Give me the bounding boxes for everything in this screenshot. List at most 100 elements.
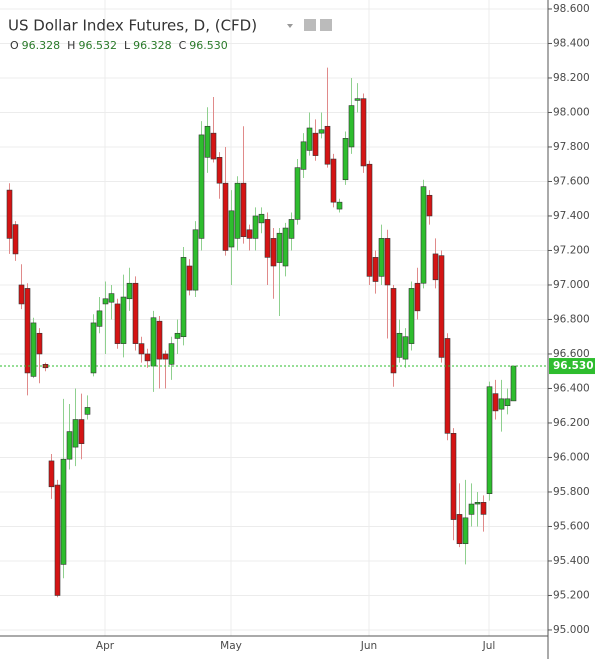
candle-body <box>342 138 349 181</box>
candle-body <box>324 125 331 165</box>
last-price-tag <box>549 358 595 375</box>
candle-body <box>510 365 517 402</box>
y-tick-label: 95.000 <box>553 624 590 636</box>
y-tick-label: 98.000 <box>553 106 590 118</box>
candle-body <box>54 484 61 596</box>
candle-body <box>240 182 247 237</box>
candle-body <box>90 322 97 374</box>
candle-body <box>120 296 127 344</box>
candle-body <box>234 182 241 239</box>
candle-body <box>420 186 427 284</box>
ohlc-letter: C <box>179 39 187 52</box>
candle-body <box>282 227 289 267</box>
candle-body <box>258 213 265 224</box>
candle-body <box>462 517 469 545</box>
candle-body <box>330 158 337 203</box>
y-tick-label: 97.400 <box>553 210 590 222</box>
candle-body <box>276 232 283 263</box>
x-tick-label: May <box>220 640 242 652</box>
y-tick-label: 95.400 <box>553 555 590 567</box>
candle-body <box>162 353 169 360</box>
x-tick-label: Jul <box>482 640 496 652</box>
candle-body <box>426 194 433 217</box>
candle-body <box>318 129 325 134</box>
candle-body <box>6 189 13 239</box>
x-tick-label: Apr <box>96 640 115 652</box>
candle-body <box>312 132 319 156</box>
candle-body <box>360 98 367 167</box>
candle-body <box>294 167 301 220</box>
candle-body <box>402 336 409 360</box>
candle-body <box>78 419 85 444</box>
candle-body <box>270 238 277 267</box>
candle-body <box>456 514 463 545</box>
candle-body <box>96 310 103 327</box>
candle-body <box>492 393 499 412</box>
candle-body <box>438 255 445 358</box>
candle-body <box>186 265 193 291</box>
y-tick-label: 95.200 <box>553 589 590 601</box>
ohlc-value: 96.532 <box>78 39 117 52</box>
settings-icon[interactable] <box>304 19 316 31</box>
candle-body <box>222 182 229 251</box>
y-tick-label: 95.600 <box>553 520 590 532</box>
y-tick-label: 96.200 <box>553 417 590 429</box>
candle-body <box>432 253 439 281</box>
candle-body <box>444 338 451 434</box>
ohlc-letter: H <box>67 39 75 52</box>
candle-body <box>354 98 361 101</box>
y-tick-label: 95.800 <box>553 486 590 498</box>
candle-body <box>180 257 187 338</box>
candle-body <box>252 215 259 239</box>
title-menu-caret[interactable] <box>287 24 293 28</box>
grid <box>0 0 548 636</box>
candle-body <box>204 125 211 158</box>
candle-body <box>498 398 505 410</box>
candle-body <box>378 238 385 277</box>
candle-body <box>126 282 133 300</box>
candle-body <box>174 332 181 339</box>
candle-body <box>102 298 109 305</box>
candle-body <box>24 288 31 374</box>
ohlc-letter: L <box>124 39 131 52</box>
settings-icon[interactable] <box>320 19 332 31</box>
candle-body <box>372 257 379 282</box>
ohlc-legend: O 96.328 H 96.532 L 96.328 C 96.530 <box>10 39 228 52</box>
candle-body <box>264 219 271 258</box>
candle-body <box>192 229 199 291</box>
candle-body <box>156 320 163 360</box>
candle-body <box>366 163 373 277</box>
candle-body <box>480 502 487 515</box>
candle-body <box>114 303 121 344</box>
candle-body <box>84 407 91 415</box>
candle-body <box>66 431 73 460</box>
ohlc-value: 96.328 <box>22 39 61 52</box>
candle-body <box>168 343 175 365</box>
candle-body <box>306 127 313 151</box>
candle-body <box>300 141 307 170</box>
y-tick-label: 96.000 <box>553 451 590 463</box>
candle-body <box>408 288 415 344</box>
candle-body <box>150 317 157 367</box>
y-tick-label: 96.400 <box>553 382 590 394</box>
candle-body <box>288 219 295 239</box>
candle-body <box>414 282 421 312</box>
candle-body <box>348 105 355 148</box>
candle-body <box>246 229 253 239</box>
y-tick-label: 98.600 <box>553 3 590 15</box>
candle-body <box>384 238 391 286</box>
candle-body <box>48 460 55 488</box>
candle-body <box>18 284 25 305</box>
candle-body <box>12 224 19 255</box>
y-tick-label: 98.400 <box>553 37 590 49</box>
candle-body <box>486 386 493 494</box>
ohlc-value: 96.530 <box>189 39 228 52</box>
y-tick-label: 97.600 <box>553 175 590 187</box>
y-tick-label: 97.800 <box>553 141 590 153</box>
candle-body <box>138 343 145 355</box>
candle-body <box>216 157 223 184</box>
candle-body <box>396 332 403 358</box>
candle-body <box>468 503 475 515</box>
y-tick-label: 98.200 <box>553 72 590 84</box>
